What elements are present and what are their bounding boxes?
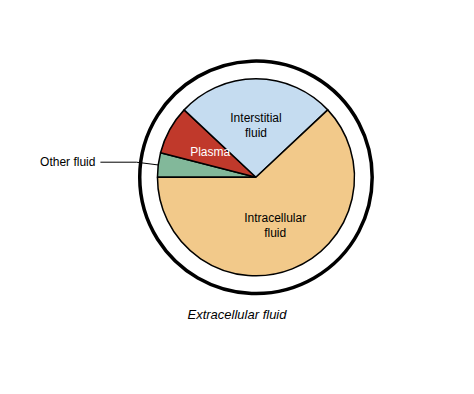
svg-text:Extracellular fluid: Extracellular fluid [188,307,288,322]
svg-text:fluid: fluid [245,126,267,140]
svg-text:Interstitial: Interstitial [230,111,281,125]
svg-text:Intracellular: Intracellular [244,211,306,225]
svg-text:fluid: fluid [264,226,286,240]
svg-text:Other fluid: Other fluid [40,155,95,169]
svg-text:Plasma: Plasma [190,145,230,159]
